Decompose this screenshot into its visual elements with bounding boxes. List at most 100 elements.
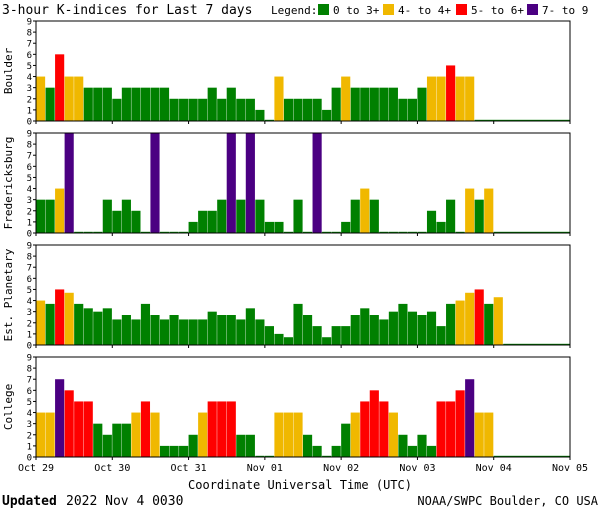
panel-label: Boulder bbox=[2, 47, 15, 94]
bar bbox=[407, 445, 418, 457]
bar bbox=[36, 199, 46, 233]
bar bbox=[465, 292, 475, 345]
baseline bbox=[503, 343, 570, 345]
bar bbox=[274, 221, 284, 233]
y-tick-label: 3 bbox=[27, 84, 32, 94]
bar bbox=[207, 210, 217, 233]
bar bbox=[350, 315, 360, 345]
bar bbox=[83, 401, 93, 457]
bar bbox=[474, 412, 484, 457]
x-tick-label: Oct 29 bbox=[18, 463, 54, 474]
bar bbox=[55, 54, 65, 121]
bar bbox=[493, 297, 503, 345]
bar bbox=[64, 133, 74, 233]
legend-item-2: 5- to 6+ bbox=[471, 4, 524, 17]
bar bbox=[331, 445, 341, 457]
y-tick-label: 6 bbox=[27, 387, 32, 397]
bar bbox=[245, 98, 255, 121]
legend: Legend: 0 to 3+ 4- to 4+ 5- to 6+ 7- to 9 bbox=[271, 4, 588, 17]
bar bbox=[169, 445, 179, 457]
x-tick-label: Nov 01 bbox=[247, 463, 283, 474]
bar bbox=[93, 231, 103, 233]
bar bbox=[74, 231, 84, 233]
legend-swatch-0 bbox=[318, 4, 329, 15]
bar bbox=[455, 300, 465, 345]
bar bbox=[379, 87, 389, 121]
bar bbox=[226, 401, 236, 457]
bar bbox=[350, 412, 360, 457]
bar bbox=[331, 231, 341, 233]
bar bbox=[217, 98, 227, 121]
bar bbox=[93, 311, 103, 345]
bar bbox=[379, 231, 389, 233]
bar bbox=[274, 76, 284, 121]
bar bbox=[255, 319, 265, 345]
bar bbox=[407, 231, 418, 233]
y-tick-label: 8 bbox=[27, 253, 32, 263]
bar bbox=[131, 319, 141, 345]
bar bbox=[331, 326, 341, 345]
bar bbox=[350, 87, 360, 121]
chart-title: 3-hour K-indices for Last 7 days bbox=[2, 3, 252, 18]
bar bbox=[322, 109, 332, 121]
bar bbox=[217, 199, 227, 233]
bar bbox=[236, 199, 246, 233]
bar bbox=[264, 455, 274, 457]
bar bbox=[198, 210, 208, 233]
bar bbox=[102, 199, 112, 233]
y-tick-label: 0 bbox=[27, 118, 32, 128]
bar bbox=[83, 231, 93, 233]
bar bbox=[446, 65, 456, 121]
bar bbox=[159, 319, 170, 345]
bar bbox=[74, 303, 84, 345]
y-tick-label: 1 bbox=[27, 218, 32, 228]
panel-frame bbox=[35, 132, 571, 234]
bar bbox=[121, 87, 131, 121]
bar bbox=[350, 199, 360, 233]
bar bbox=[379, 401, 389, 457]
bar bbox=[74, 401, 84, 457]
bar bbox=[179, 445, 189, 457]
bar bbox=[245, 133, 255, 233]
x-tick-label: Oct 31 bbox=[171, 463, 207, 474]
bar bbox=[312, 98, 322, 121]
bar bbox=[484, 303, 494, 345]
bar bbox=[446, 401, 456, 457]
bar bbox=[283, 337, 294, 345]
bar bbox=[293, 199, 303, 233]
bar bbox=[484, 188, 494, 233]
bar bbox=[303, 231, 313, 233]
x-tick-label: Nov 03 bbox=[399, 463, 435, 474]
bar bbox=[36, 412, 46, 457]
bar bbox=[102, 434, 112, 457]
bar bbox=[45, 199, 55, 233]
y-tick-label: 4 bbox=[27, 409, 32, 419]
y-tick-label: 0 bbox=[27, 454, 32, 464]
bar bbox=[131, 87, 141, 121]
y-tick-label: 5 bbox=[27, 286, 32, 296]
y-tick-label: 8 bbox=[27, 141, 32, 151]
bar bbox=[159, 231, 170, 233]
legend-label: Legend: bbox=[271, 4, 317, 17]
bar bbox=[360, 188, 370, 233]
bar bbox=[112, 319, 122, 345]
y-tick-label: 9 bbox=[27, 242, 32, 252]
y-tick-label: 3 bbox=[27, 308, 32, 318]
bar bbox=[55, 188, 65, 233]
y-tick-label: 3 bbox=[27, 196, 32, 206]
bar bbox=[303, 315, 313, 345]
bar bbox=[274, 333, 284, 345]
bar bbox=[64, 390, 74, 457]
panel-label: Est. Planetary bbox=[2, 248, 15, 341]
bar bbox=[264, 221, 274, 233]
bar bbox=[207, 401, 217, 457]
bar bbox=[426, 445, 437, 457]
bar bbox=[312, 133, 322, 233]
bar bbox=[274, 412, 284, 457]
y-tick-label: 5 bbox=[27, 398, 32, 408]
y-tick-label: 7 bbox=[27, 40, 32, 50]
